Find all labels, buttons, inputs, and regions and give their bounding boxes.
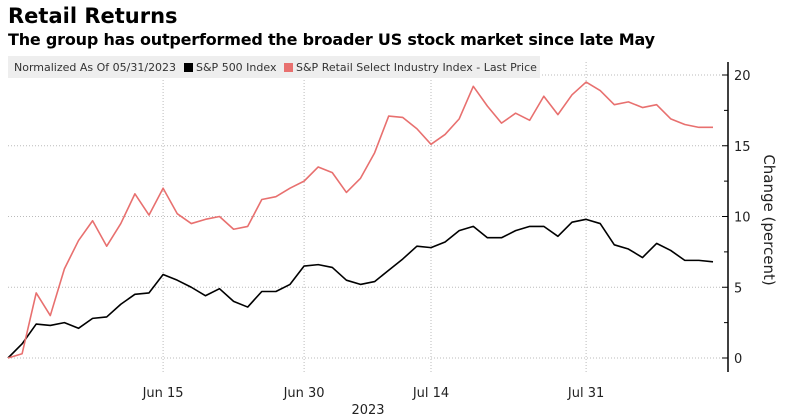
series-line-sp500: [7, 218, 714, 359]
y-tick-label: 0: [734, 352, 742, 367]
x-tick-label: Jun 15: [142, 386, 184, 401]
x-ticks: Jun 15 Jun 30 Jul 14 Jul 31: [142, 386, 605, 401]
grid: [8, 62, 728, 372]
x-tick-label: Jul 31: [567, 386, 604, 401]
y-tick-label: 15: [734, 140, 751, 155]
y-tick-label: 5: [734, 281, 742, 296]
series-lines: [7, 81, 714, 359]
chart-title: Retail Returns: [8, 4, 178, 28]
y-tick-label: 10: [734, 211, 751, 226]
legend-box: [8, 56, 540, 78]
legend-swatch-sp500: [184, 63, 193, 72]
legend-swatch-retail: [284, 63, 293, 72]
series-line-retail: [7, 81, 713, 359]
legend-note: Normalized As Of 05/31/2023: [14, 61, 176, 74]
x-tick-label: Jul 14: [412, 386, 449, 401]
x-axis-label: 2023: [351, 403, 384, 418]
x-tick-label: Jun 30: [283, 386, 325, 401]
y-axis-label: Change (percent): [760, 154, 778, 285]
legend-label-retail: S&P Retail Select Industry Index - Last …: [296, 61, 537, 74]
y-ticks: 0 5 10 15 20: [722, 69, 751, 367]
legend-label-sp500: S&P 500 Index: [196, 61, 277, 74]
chart-subtitle: The group has outperformed the broader U…: [8, 30, 655, 49]
y-tick-label: 20: [734, 69, 751, 84]
